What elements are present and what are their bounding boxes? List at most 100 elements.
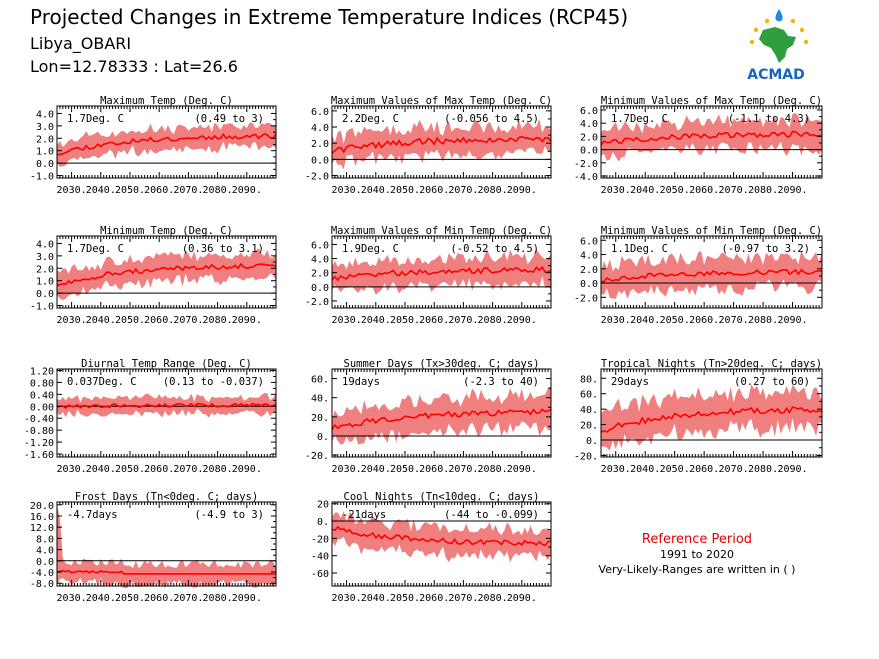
x-tick-label: 2050. [390, 464, 420, 475]
y-tick-label: 0.0 [36, 289, 54, 300]
panel-9: -20.0.20.40.60.80.2030. 2040. 2050. 2060. 20… [574, 358, 823, 475]
median-line [331, 265, 552, 282]
x-tick-label: 2060. [144, 185, 174, 196]
x-tick-label: 2070. [448, 464, 478, 475]
plot-frame [56, 105, 277, 179]
range-band [332, 118, 551, 170]
x-tick-label: 2070. [448, 315, 478, 326]
y-tick-label: 1.0 [36, 147, 54, 158]
y-tick-label: 0. [586, 436, 598, 447]
change-value: 1.1Deg. C [611, 243, 668, 255]
y-tick-label: 3.0 [36, 252, 54, 263]
reference-title: Reference Period [642, 532, 752, 547]
y-tick-label: 0.0 [311, 155, 329, 166]
panel-3: -4.0 -2.0 0.0 2.0 4.0 6.0 2030. 2040. 2050. 2060.… [574, 95, 823, 196]
y-tick-label: -2.0 [305, 172, 329, 183]
median-line [600, 406, 823, 433]
y-tick-label: 3.0 [36, 122, 54, 133]
x-tick-label: 2080. [203, 593, 233, 604]
x-tick-label: 2040. [86, 464, 116, 475]
x-tick-label: 2030. [57, 185, 87, 196]
median-line [331, 408, 552, 431]
x-tick-label: 2060. [419, 593, 449, 604]
y-tick-label: 4.0 [580, 251, 598, 262]
panel-title: Summer Days (Tx>30deg. C; days) [344, 358, 540, 370]
x-tick-label: 2080. [203, 185, 233, 196]
y-tick-label: 20.0 [30, 501, 54, 512]
y-tick-label: -20 [311, 534, 329, 545]
change-value: 19days [342, 376, 380, 388]
plot-frame [600, 368, 823, 458]
x-tick-label: 2040. [86, 593, 116, 604]
x-tick-label: 2040. [361, 464, 391, 475]
y-tick-label: 60. [580, 390, 598, 401]
y-tick-label: -20. [574, 451, 598, 462]
range-value: (0.27 to 60) [734, 376, 810, 388]
panel-5: -2.0 0.0 2.0 4.0 6.0 2030. 2040. 2050. 2060. 2070… [305, 225, 552, 326]
y-tick-label: -2.0 [574, 159, 598, 170]
median-line [56, 569, 276, 575]
plot-frame [331, 368, 552, 458]
x-tick-label: 2050. [115, 593, 145, 604]
x-tick-label: 2060. [419, 464, 449, 475]
x-tick-label: 2080. [748, 315, 778, 326]
y-tick-label: 80. [580, 374, 598, 385]
panel-title: Maximum Values of Max Temp (Deg. C) [331, 95, 552, 107]
range-value: (-1.1 to 4.3) [728, 113, 810, 125]
change-value: 1.9Deg. C [342, 243, 399, 255]
x-tick-label: 2030. [601, 315, 631, 326]
coordinates-label: Lon=12.78333 : Lat=26.6 [30, 57, 238, 76]
range-band [601, 250, 822, 299]
africa-map-icon [759, 27, 796, 63]
y-tick-label: -1.0 [30, 172, 54, 183]
x-tick-label: 2050. [390, 185, 420, 196]
y-tick-label: 2.0 [36, 264, 54, 275]
y-tick-label: 1.20 [30, 366, 54, 377]
panel-6: -2.0 0.0 2.0 4.0 6.0 2030. 2040. 2050. 2060. 2070… [574, 225, 823, 326]
panel-title: Minimum Values of Max Temp (Deg. C) [601, 95, 822, 107]
x-tick-label: 2090. [507, 315, 537, 326]
y-tick-label: 1.0 [36, 277, 54, 288]
x-tick-label: 2040. [361, 185, 391, 196]
x-tick-label: 2050. [115, 185, 145, 196]
range-band [601, 384, 822, 451]
y-tick-label: -60 [311, 569, 329, 580]
range-value: (-0.52 to 4.5) [450, 243, 539, 255]
panel-title: Cool Nights (Tn<10deg. C; days) [344, 491, 540, 503]
y-tick-label: 0. [317, 432, 329, 443]
change-value: 29days [611, 376, 649, 388]
y-tick-label: 20. [311, 413, 329, 424]
plot-frame [600, 105, 823, 179]
y-tick-label: 60. [311, 375, 329, 386]
x-tick-label: 2030. [601, 464, 631, 475]
x-tick-label: 2050. [660, 315, 690, 326]
y-tick-label: -8.0 [30, 579, 54, 590]
y-tick-label: 2.0 [580, 132, 598, 143]
x-tick-label: 2050. [115, 464, 145, 475]
y-tick-label: 4.0 [36, 109, 54, 120]
x-tick-label: 2050. [660, 185, 690, 196]
water-drop-icon [775, 9, 783, 22]
x-tick-label: 2060. [689, 185, 719, 196]
y-tick-label: -20. [305, 451, 329, 462]
y-tick-label: 4.0 [36, 239, 54, 250]
x-tick-label: 2070. [173, 593, 203, 604]
x-tick-label: 2070. [448, 185, 478, 196]
location-label: Libya_OBARI [30, 34, 131, 54]
median-line [331, 135, 552, 154]
range-band [57, 504, 276, 589]
panel-title: Maximum Temp (Deg. C) [100, 95, 233, 107]
median-line [600, 268, 823, 283]
y-tick-label: 16.0 [30, 512, 54, 523]
y-tick-label: 2.0 [580, 265, 598, 276]
x-tick-label: 2040. [630, 315, 660, 326]
x-tick-label: 2090. [507, 464, 537, 475]
y-tick-label: 0.00 [30, 402, 54, 413]
median-line [56, 402, 277, 410]
x-tick-label: 2060. [689, 315, 719, 326]
plot-frame [331, 105, 552, 179]
range-value: (-44 to -0.099) [444, 509, 539, 521]
panel-2: -2.0 0.0 2.0 4.0 6.0 2030. 2040. 2050. 2060. 2070… [305, 95, 552, 196]
y-tick-label: 0. [317, 517, 329, 528]
